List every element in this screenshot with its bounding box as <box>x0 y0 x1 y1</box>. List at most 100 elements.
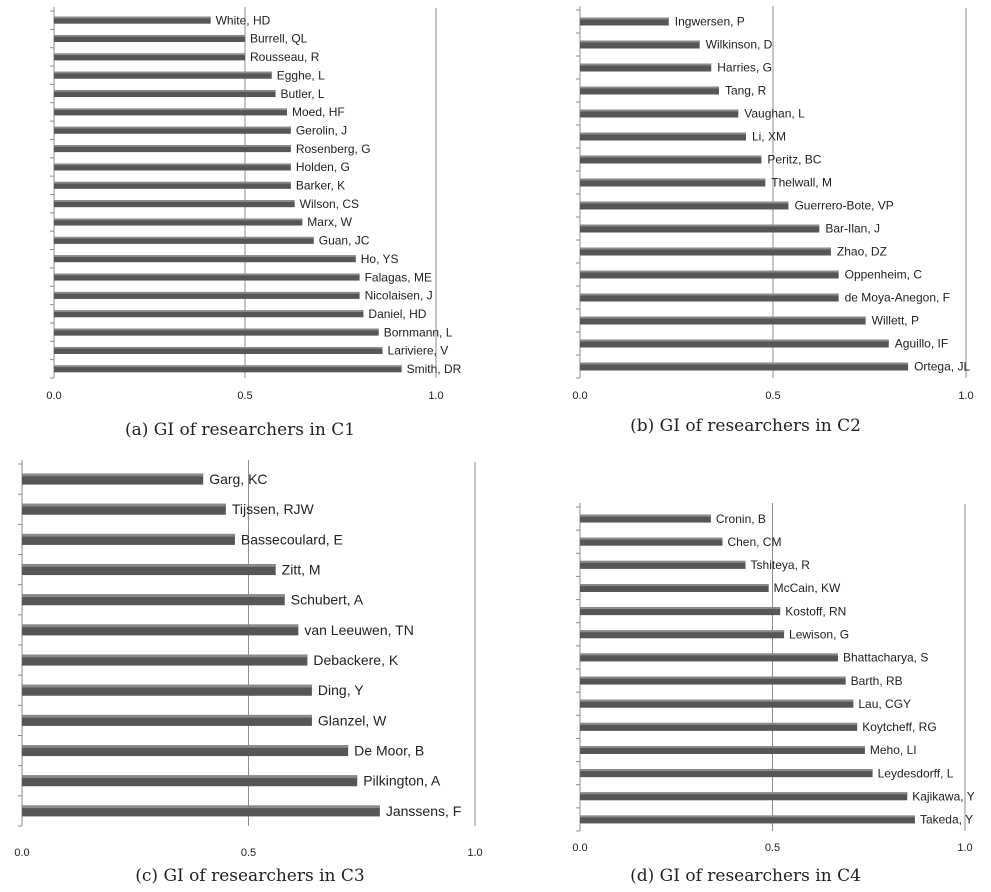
bar-highlight <box>54 181 291 184</box>
bar-label: Zitt, M <box>282 561 321 577</box>
bar <box>54 328 379 336</box>
bar <box>580 560 746 569</box>
bar-label: Pilkington, A <box>363 773 441 789</box>
bar <box>580 722 858 731</box>
bar <box>54 108 288 116</box>
bar-chart-c3: 0.0 0.5 1.0 Garg, KC Tijssen, RJW Bassecoular… <box>14 460 483 859</box>
bar-highlight <box>580 316 866 319</box>
bar-highlight <box>22 775 358 778</box>
bar <box>580 769 873 778</box>
bar <box>22 594 285 606</box>
bar <box>580 514 711 523</box>
bar-highlight <box>22 564 276 567</box>
bar <box>580 247 831 256</box>
bar-label: Li, XM <box>752 130 786 144</box>
bar-label: De Moor, B <box>354 742 424 758</box>
bar-highlight <box>580 722 858 725</box>
bar-highlight <box>22 503 226 507</box>
bar-highlight <box>22 714 312 718</box>
bar <box>54 163 291 171</box>
bar <box>22 775 358 787</box>
bar-label: McCain, KW <box>774 581 841 595</box>
bar <box>54 291 360 299</box>
chart-caption-c1: (a) GI of researchers in C1 <box>124 420 356 440</box>
bar-label: Lau, CGY <box>858 697 911 711</box>
bar-label: Harries, G <box>717 61 772 75</box>
bar-chart-c1: 0.0 0.5 1.0 White, HD Burrell, QL Rousseau, R… <box>46 7 462 402</box>
bar-label: Garg, KC <box>209 471 267 487</box>
bar-highlight <box>580 607 781 610</box>
bar-label: Lewison, G <box>789 627 849 641</box>
bar-highlight <box>580 40 700 43</box>
bar-highlight <box>580 514 711 517</box>
bar-highlight <box>580 201 789 204</box>
x-tick-label: 1.0 <box>428 390 443 402</box>
bar-highlight <box>580 792 908 795</box>
bar-chart-c2: 0.0 0.5 1.0 Ingwersen, P Wilkinson, D Harries… <box>572 6 974 402</box>
bar-label: Koytcheff, RG <box>862 720 936 734</box>
bar-label: Ingwersen, P <box>675 15 745 29</box>
chart-panel-c1: 0.0 0.5 1.0 White, HD Burrell, QL Rousseau, R… <box>0 0 480 446</box>
bar-highlight <box>54 273 360 276</box>
bar-label: Bhattacharya, S <box>843 651 928 665</box>
bar <box>54 90 276 98</box>
bar-label: Bornmann, L <box>384 325 453 339</box>
bar-label: van Leeuwen, TN <box>304 622 413 638</box>
bar-label: Peritz, BC <box>767 153 821 167</box>
bar-highlight <box>22 654 308 658</box>
bar <box>580 362 909 371</box>
bar-highlight <box>54 328 379 331</box>
bar-label: Marx, W <box>307 215 352 229</box>
bar <box>22 503 226 515</box>
bar-highlight <box>580 224 820 227</box>
bar-label: Rousseau, R <box>250 50 320 64</box>
bar-highlight <box>22 594 285 597</box>
bar <box>580 746 865 754</box>
x-tick-label: 1.0 <box>957 842 972 854</box>
bar <box>54 145 291 153</box>
bar-label: Cronin, B <box>716 512 766 526</box>
bar-label: Kajikawa, Y <box>912 789 974 803</box>
bar-highlight <box>54 16 211 19</box>
bar <box>54 236 314 244</box>
bar-label: White, HD <box>216 13 271 27</box>
x-tick-label: 1.0 <box>467 847 482 859</box>
bar <box>580 86 719 95</box>
bar-highlight <box>580 178 766 181</box>
bar <box>54 255 356 263</box>
bar-label: Debackere, K <box>313 652 398 668</box>
bar-highlight <box>54 53 245 56</box>
bar-highlight <box>22 745 349 748</box>
bar-label: Vaughan, L <box>744 107 805 121</box>
chart-caption-c3: (c) GI of researchers in C3 <box>135 866 365 886</box>
bar <box>580 178 766 187</box>
bar-highlight <box>580 746 865 748</box>
bar <box>580 224 820 233</box>
bar-label: Tijssen, RJW <box>232 501 315 517</box>
bar <box>22 805 380 817</box>
bar-label: Oppenheim, C <box>845 268 923 282</box>
x-tick-label: 0.0 <box>46 390 61 402</box>
bar-label: Thelwall, M <box>771 176 832 190</box>
bar <box>54 181 291 189</box>
bar-label: Janssens, F <box>386 803 461 819</box>
chart-caption-c2: (b) GI of researchers in C2 <box>630 416 861 436</box>
bar <box>54 126 291 134</box>
bar-label: de Moya-Anegon, F <box>845 291 950 305</box>
bar <box>580 653 838 662</box>
bar-label: Ortega, JL <box>914 360 970 374</box>
bar-highlight <box>22 624 299 628</box>
bar-highlight <box>580 362 909 365</box>
bar-label: Zhao, DZ <box>837 245 887 259</box>
bar-highlight <box>580 293 839 296</box>
bar <box>580 584 769 592</box>
bar-highlight <box>54 200 295 202</box>
bar <box>54 71 272 79</box>
bar <box>580 676 846 685</box>
bar-label: Schubert, A <box>291 592 364 608</box>
bar <box>580 63 712 72</box>
bar-highlight <box>580 584 769 586</box>
bar <box>580 607 781 616</box>
bar-label: Guan, JC <box>319 234 370 248</box>
bar-highlight <box>54 365 402 368</box>
